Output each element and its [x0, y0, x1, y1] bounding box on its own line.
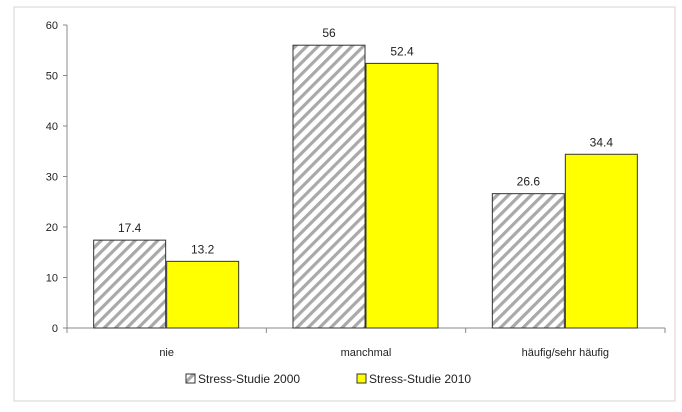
- bar-series-2010-0: [166, 260, 240, 329]
- y-tick-label: 50: [46, 71, 58, 83]
- data-label: 17.4: [118, 221, 142, 235]
- data-label: 34.4: [590, 135, 614, 149]
- legend-swatch: [356, 373, 367, 384]
- x-tick-label: häufig/sehr häufig: [522, 347, 609, 359]
- data-label: 13.2: [191, 242, 215, 256]
- data-label: 26.6: [517, 175, 541, 189]
- bar-series-2010-1: [365, 62, 439, 329]
- data-label: 56: [322, 26, 336, 40]
- x-tick-label: nie: [159, 347, 174, 359]
- y-tick-label: 10: [46, 273, 58, 285]
- y-tick-label: 30: [46, 172, 58, 184]
- legend-label: Stress-Studie 2010: [369, 372, 471, 386]
- bar-series-2000-2: [491, 193, 565, 329]
- bar-series-2000-1: [292, 44, 366, 329]
- data-label: 52.4: [390, 44, 414, 58]
- legend-swatch: [185, 373, 196, 384]
- x-tick-label: manchmal: [341, 347, 392, 359]
- legend: Stress-Studie 2000 Stress-Studie 2010: [185, 372, 471, 386]
- bar-series-2010-2: [564, 153, 638, 329]
- legend-label: Stress-Studie 2000: [198, 372, 300, 386]
- bar-series-2000-0: [93, 239, 167, 329]
- y-tick-label: 20: [46, 222, 58, 234]
- y-tick-label: 40: [46, 121, 58, 133]
- y-tick-label: 60: [46, 20, 58, 32]
- y-tick-label: 0: [52, 323, 58, 335]
